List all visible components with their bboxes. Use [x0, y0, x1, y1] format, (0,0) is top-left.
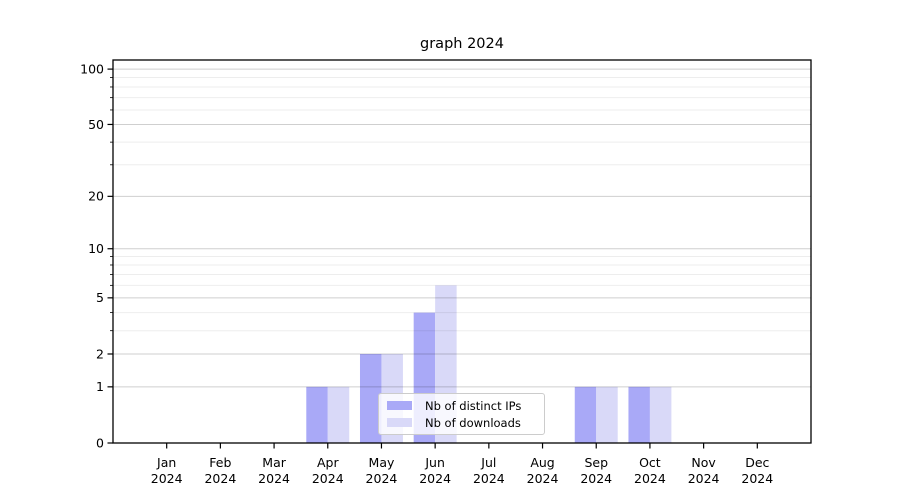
x-tick-label-year: 2024 — [204, 471, 236, 486]
x-tick-label-month: Aug — [530, 455, 554, 470]
bar-series0-sep — [574, 386, 597, 443]
y-tick-label: 1 — [96, 379, 104, 394]
x-tick-label-year: 2024 — [741, 471, 773, 486]
legend-label-distinct-ips: Nb of distinct IPs — [425, 398, 522, 413]
y-tick-label: 50 — [88, 117, 104, 132]
x-tick-label-year: 2024 — [580, 471, 612, 486]
legend-label-downloads: Nb of downloads — [425, 415, 521, 430]
x-tick-label-month: Oct — [639, 455, 661, 470]
x-tick-label-month: Apr — [317, 455, 339, 470]
x-tick-label-month: May — [369, 455, 395, 470]
x-tick-label-year: 2024 — [151, 471, 183, 486]
legend-swatch-downloads-icon — [387, 417, 412, 428]
y-tick-label: 100 — [80, 61, 104, 76]
gridlines-group — [113, 68, 811, 388]
x-tick-label-month: Nov — [691, 455, 716, 470]
bar-series0-oct — [628, 386, 650, 443]
y-tick-label: 20 — [88, 189, 104, 204]
x-tick-label-month: Jul — [480, 455, 496, 470]
bar-series1-apr — [327, 386, 350, 443]
y-tick-label: 0 — [96, 435, 104, 450]
axes-group: 0125102050100Jan2024Feb2024Mar2024Apr202… — [80, 59, 812, 486]
x-tick-label-year: 2024 — [312, 471, 344, 486]
x-tick-label-year: 2024 — [258, 471, 290, 486]
plot-frame — [112, 59, 812, 444]
x-tick-label-year: 2024 — [527, 471, 559, 486]
y-tick-label: 2 — [96, 346, 104, 361]
legend-entry-downloads: Nb of downloads — [387, 416, 536, 430]
bar-series0-apr — [306, 386, 328, 443]
legend: Nb of distinct IPs Nb of downloads — [378, 393, 545, 435]
x-tick-label-month: Jun — [424, 455, 445, 470]
y-tick-label: 10 — [88, 241, 104, 256]
legend-swatch-distinct-ips-icon — [387, 400, 412, 411]
x-tick-label-month: Dec — [745, 455, 769, 470]
x-tick-label-year: 2024 — [366, 471, 398, 486]
x-tick-label-month: Sep — [584, 455, 608, 470]
bar-series1-oct — [649, 386, 672, 443]
bar-series1-sep — [596, 386, 618, 443]
x-tick-label-month: Mar — [262, 455, 286, 470]
x-tick-label-month: Jan — [156, 455, 176, 470]
chart-title: graph 2024 — [420, 36, 504, 52]
legend-entry-distinct-ips: Nb of distinct IPs — [387, 399, 536, 413]
x-tick-label-year: 2024 — [473, 471, 505, 486]
y-tick-label: 5 — [96, 290, 104, 305]
x-tick-label-month: Feb — [209, 455, 231, 470]
bar-series0-may — [359, 353, 382, 443]
x-tick-label-year: 2024 — [634, 471, 666, 486]
x-tick-label-year: 2024 — [688, 471, 720, 486]
x-tick-label-year: 2024 — [419, 471, 451, 486]
